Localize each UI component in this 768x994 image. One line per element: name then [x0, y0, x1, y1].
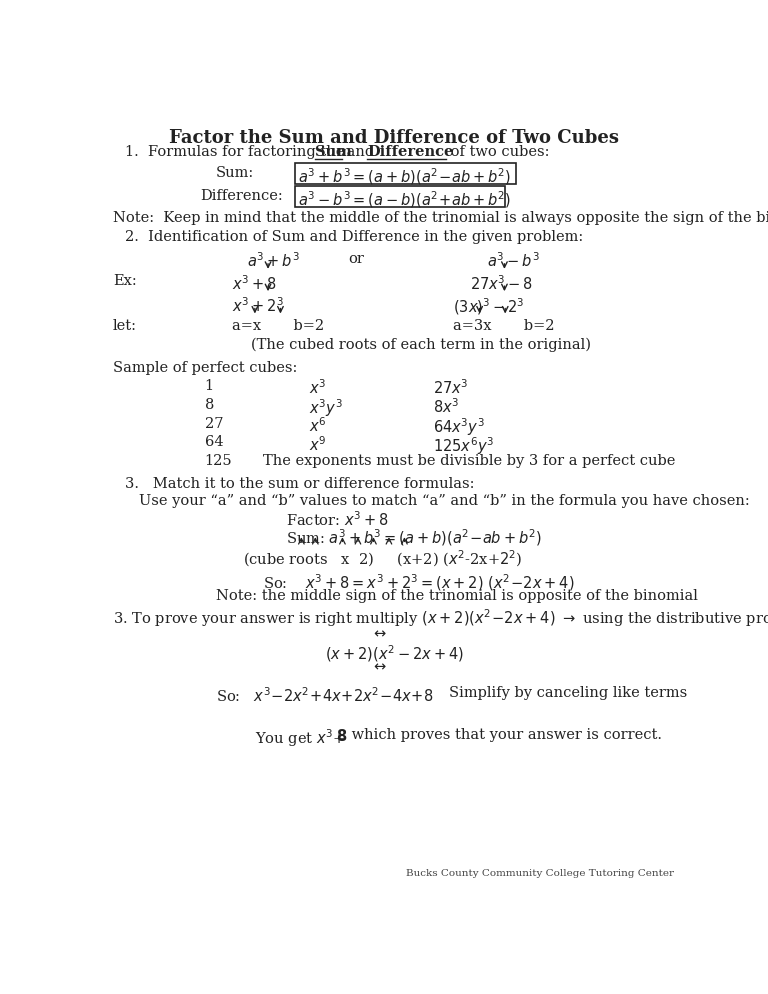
Text: 27: 27 — [204, 416, 223, 430]
Text: Simplify by canceling like terms: Simplify by canceling like terms — [449, 686, 687, 700]
Text: $\leftrightarrow$: $\leftrightarrow$ — [371, 660, 388, 674]
Text: $x^3 + 2^3$: $x^3 + 2^3$ — [232, 296, 283, 315]
Text: Factor the Sum and Difference of Two Cubes: Factor the Sum and Difference of Two Cub… — [169, 128, 618, 146]
Text: $x^6$: $x^6$ — [310, 416, 326, 435]
Text: $x^9$: $x^9$ — [310, 435, 326, 454]
Text: $27x^3$: $27x^3$ — [433, 379, 468, 398]
Text: $x^3y^3$: $x^3y^3$ — [310, 398, 343, 419]
Text: Bucks County Community College Tutoring Center: Bucks County Community College Tutoring … — [406, 870, 674, 879]
Bar — [295, 186, 505, 207]
Text: $x^3+8$: $x^3+8$ — [232, 274, 276, 293]
Text: which proves that your answer is correct.: which proves that your answer is correct… — [347, 728, 662, 742]
Text: The exponents must be divisible by 3 for a perfect cube: The exponents must be divisible by 3 for… — [263, 454, 675, 468]
Text: Ex:: Ex: — [113, 274, 137, 288]
Text: $\bf{8}$: $\bf{8}$ — [336, 728, 348, 744]
Text: $x^3$: $x^3$ — [310, 379, 326, 398]
Text: Difference:: Difference: — [200, 189, 283, 204]
Text: (The cubed roots of each term in the original): (The cubed roots of each term in the ori… — [251, 338, 591, 352]
Text: let:: let: — [113, 319, 137, 333]
Text: $a^3+b^3= (a+b) (a^2\!-\!ab+b^2)$: $a^3+b^3= (a+b) (a^2\!-\!ab+b^2)$ — [297, 166, 511, 187]
Text: Factor: $x^3 + 8$: Factor: $x^3 + 8$ — [286, 511, 389, 529]
Text: Note:  Keep in mind that the middle of the trinomial is always opposite the sign: Note: Keep in mind that the middle of th… — [113, 211, 768, 225]
Text: 3.   Match it to the sum or difference formulas:: 3. Match it to the sum or difference for… — [125, 476, 475, 491]
Text: $(3x)^3 - 2^3$: $(3x)^3 - 2^3$ — [452, 296, 524, 317]
Text: So:   $x^3\!-\!2x^2\!+\!4x\!+\!2x^2\!-\!4x\!+\!8$: So: $x^3\!-\!2x^2\!+\!4x\!+\!2x^2\!-\!4x… — [216, 686, 434, 705]
Text: $8x^3$: $8x^3$ — [433, 398, 459, 416]
Text: a=x       b=2: a=x b=2 — [232, 319, 324, 333]
Text: You get $x^3$+: You get $x^3$+ — [255, 728, 345, 749]
Text: 8: 8 — [204, 398, 214, 412]
Text: 1.  Formulas for factoring the: 1. Formulas for factoring the — [125, 145, 349, 159]
Text: Sum:: Sum: — [216, 166, 254, 180]
Text: $125x^6y^3$: $125x^6y^3$ — [433, 435, 495, 457]
Text: (cube roots   x  2)     (x+2) ($x^2$-2x+$2^2$): (cube roots x 2) (x+2) ($x^2$-2x+$2^2$) — [243, 548, 523, 569]
Text: Sample of perfect cubes:: Sample of perfect cubes: — [113, 361, 297, 375]
Text: $a^3+b^3$: $a^3+b^3$ — [247, 251, 300, 270]
Text: $64x^3y^3$: $64x^3y^3$ — [433, 416, 485, 438]
Text: of two cubes:: of two cubes: — [446, 145, 550, 159]
Text: $a^3-b^3$: $a^3-b^3$ — [488, 251, 540, 270]
Text: 3. To prove your answer is right multiply $(x+2)(x^2\!-\!2x+4)$ $\rightarrow$ us: 3. To prove your answer is right multipl… — [113, 607, 768, 629]
Text: Sum: Sum — [315, 145, 351, 159]
Text: 125: 125 — [204, 454, 232, 468]
Text: $27x^3-8$: $27x^3-8$ — [469, 274, 533, 293]
Text: Sum: $a^3+b^3 = (a+b) (a^2\!-\!ab+b^2)$: Sum: $a^3+b^3 = (a+b) (a^2\!-\!ab+b^2)$ — [286, 528, 542, 548]
Text: So:    $x^3+8 = x^3+2^3 = (x+2)\ (x^2\!-\!2x+4)$: So: $x^3+8 = x^3+2^3 = (x+2)\ (x^2\!-\!2… — [263, 572, 574, 592]
Text: $\leftrightarrow$: $\leftrightarrow$ — [371, 626, 388, 640]
Text: Use your “a” and “b” values to match “a” and “b” in the formula you have chosen:: Use your “a” and “b” values to match “a”… — [139, 493, 750, 508]
Text: 2.  Identification of Sum and Difference in the given problem:: 2. Identification of Sum and Difference … — [125, 231, 584, 245]
Text: a=3x       b=2: a=3x b=2 — [452, 319, 554, 333]
Text: and: and — [342, 145, 379, 159]
Text: or: or — [348, 251, 364, 265]
Text: $a^3-b^3= (a-b) (a^2\!+\!ab+b^2)$: $a^3-b^3= (a-b) (a^2\!+\!ab+b^2)$ — [297, 189, 511, 210]
Text: Note: the middle sign of the trinomial is opposite of the binomial: Note: the middle sign of the trinomial i… — [216, 589, 698, 603]
Bar — [295, 163, 516, 184]
Text: 64: 64 — [204, 435, 223, 449]
Text: Difference: Difference — [367, 145, 454, 159]
Text: 1: 1 — [204, 379, 214, 393]
Text: $(x+2)(x^2-2x+4)$: $(x+2)(x^2-2x+4)$ — [325, 643, 464, 664]
